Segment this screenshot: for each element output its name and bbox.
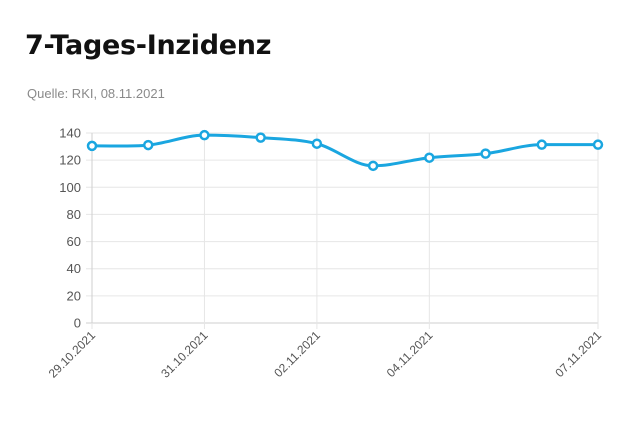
x-tick-label: 02.11.2021 — [271, 328, 323, 380]
y-tick-label: 140 — [59, 126, 81, 141]
x-tick-label: 07.11.2021 — [552, 328, 604, 380]
y-tick-label: 120 — [59, 153, 81, 168]
x-tick-label: 31.10.2021 — [158, 328, 211, 381]
chart-series — [90, 133, 600, 168]
x-tick-label: 29.10.2021 — [46, 328, 99, 381]
y-tick-label: 20 — [67, 288, 81, 303]
page-title: 7-Tages-Inzidenz — [25, 30, 272, 61]
data-point — [311, 138, 323, 149]
data-point — [199, 129, 210, 141]
data-point — [536, 139, 548, 150]
x-tick-label: 04.11.2021 — [384, 328, 436, 380]
chart-tick-labels: 0 20 40 60 80 100 120 140 29.10.2021 31.10.2021 02… — [46, 126, 605, 381]
data-point — [255, 132, 266, 143]
chart-points — [86, 129, 604, 172]
source-note: Quelle: RKI, 08.11.2021 — [27, 86, 165, 101]
y-tick-label: 100 — [59, 180, 81, 195]
y-tick-label: 0 — [74, 316, 81, 331]
data-point — [86, 140, 98, 152]
data-point — [592, 139, 604, 150]
data-point — [367, 160, 379, 172]
y-tick-label: 80 — [67, 207, 81, 222]
data-point — [142, 139, 154, 151]
data-point — [424, 152, 435, 163]
y-tick-label: 60 — [67, 234, 81, 249]
y-tick-label: 40 — [67, 261, 81, 276]
series-line — [90, 133, 600, 168]
data-point — [480, 148, 491, 159]
chart-grid — [86, 132, 599, 329]
